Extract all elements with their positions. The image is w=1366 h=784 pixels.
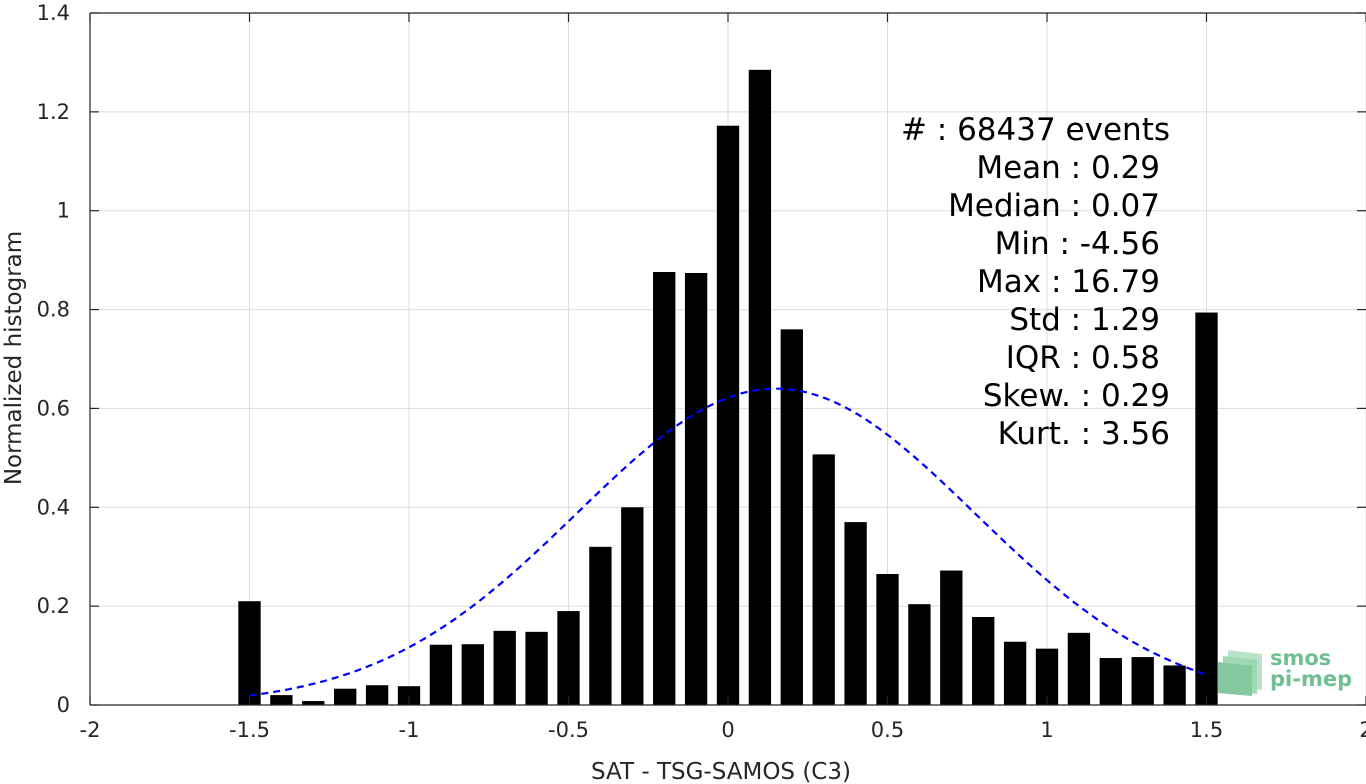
histogram-bar <box>270 695 293 705</box>
histogram-bar <box>525 631 548 705</box>
stat-line: Min : -4.56 <box>995 226 1160 262</box>
stat-line: Skew. : 0.29 <box>983 378 1170 414</box>
histogram-bar <box>302 701 325 705</box>
logo-mark-icon <box>1218 650 1262 696</box>
histogram-bars <box>238 69 1218 706</box>
stat-line: IQR : 0.58 <box>1006 340 1160 376</box>
histogram-bar <box>1035 648 1059 705</box>
stat-line: Mean : 0.29 <box>976 150 1160 186</box>
axes <box>89 12 1366 706</box>
histogram-bar <box>1099 658 1122 705</box>
x-tick-label: -2 <box>80 718 101 742</box>
histogram-bar <box>844 522 867 705</box>
histogram-bar <box>397 686 421 705</box>
histogram-bar <box>589 546 612 705</box>
tick-labels: -2 -1.5 -1 -0.5 0 0.5 1 1.5 2 0 0.2 0.4 0.6 0.8 1 1.2 1.… <box>37 1 1366 742</box>
histogram-bar <box>1067 632 1091 705</box>
stat-line: Kurt. : 3.56 <box>998 416 1170 452</box>
x-tick-label: 1.5 <box>1190 718 1223 742</box>
x-axis-label: SAT - TSG-SAMOS (C3) <box>591 759 851 784</box>
histogram-bar <box>1003 641 1027 705</box>
histogram-bar <box>429 644 453 705</box>
histogram-bar <box>653 272 676 705</box>
histogram-bar <box>940 570 963 705</box>
histogram-bar <box>238 601 261 705</box>
histogram-bar <box>812 454 835 705</box>
histogram-bar <box>780 329 803 705</box>
x-tick-label: 0.5 <box>871 718 904 742</box>
histogram-bar <box>1195 312 1218 705</box>
x-tick-label: -1 <box>399 718 420 742</box>
histogram-bar <box>461 644 484 705</box>
histogram-bar <box>1131 657 1154 705</box>
y-tick-label: 0.4 <box>37 495 70 519</box>
histogram-bar <box>748 69 772 706</box>
logo-text-line2: pi-mep <box>1270 667 1352 691</box>
x-tick-label: 1 <box>1040 718 1053 742</box>
gaussian-fit <box>249 387 1207 697</box>
gaussian-fit-line <box>249 387 1207 697</box>
histogram-bar <box>557 611 580 705</box>
histogram-bar <box>684 272 708 705</box>
histogram-bar <box>365 685 389 705</box>
y-axis-label: Normalized histogram <box>1 231 27 485</box>
y-tick-label: 0.6 <box>37 396 70 420</box>
y-tick-label: 0.8 <box>37 298 70 322</box>
x-tick-label: 0 <box>721 718 734 742</box>
y-tick-label: 1.2 <box>37 100 70 124</box>
histogram-bar <box>972 617 995 705</box>
stat-line: # : 68437 events <box>901 112 1170 148</box>
x-tick-label: -0.5 <box>548 718 589 742</box>
histogram-bar <box>493 630 516 705</box>
histogram-bar <box>876 574 899 705</box>
x-tick-label: -1.5 <box>229 718 270 742</box>
stat-line: Std : 1.29 <box>1009 302 1160 338</box>
histogram-bar <box>1163 665 1186 705</box>
histogram-bar <box>621 507 644 705</box>
histogram-bar <box>908 604 931 705</box>
logo-text-line1: smos <box>1270 646 1331 670</box>
y-tick-label: 1 <box>57 199 70 223</box>
y-tick-label: 0 <box>57 693 70 717</box>
histogram-bar <box>334 688 357 705</box>
y-tick-label: 1.4 <box>37 1 70 25</box>
histogram-bar <box>716 125 740 705</box>
x-tick-label: 2 <box>1359 718 1366 742</box>
smos-pimep-logo: smos pi-mep <box>1218 646 1352 696</box>
y-tick-label: 0.2 <box>37 594 70 618</box>
stat-line: Median : 0.07 <box>948 188 1160 224</box>
stat-line: Max : 16.79 <box>977 264 1160 300</box>
